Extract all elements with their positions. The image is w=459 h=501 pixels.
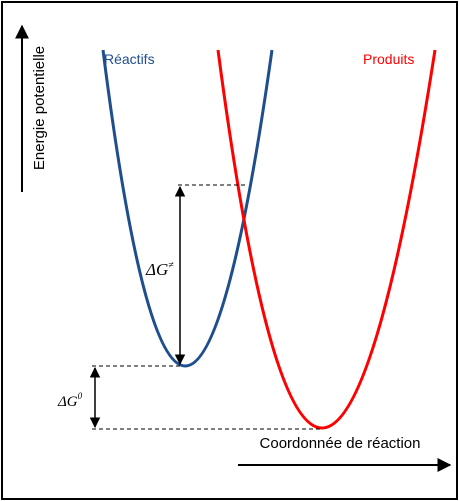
reaction-label: ΔG0 [57,391,83,410]
y-axis-label: Energie potentielle [31,46,48,170]
product-curve [216,49,437,430]
reactant-label: Réactifs [104,51,155,67]
symbol: ΔG [145,260,168,279]
x-axis-label: Coordonnée de réaction [260,435,421,452]
superscript: 0 [78,391,83,401]
symbol: ΔG [57,394,78,410]
activation-label: ΔG≠ [145,260,174,279]
superscript: ≠ [168,260,174,271]
reactant-curve [101,49,274,368]
product-label: Produits [363,51,414,67]
